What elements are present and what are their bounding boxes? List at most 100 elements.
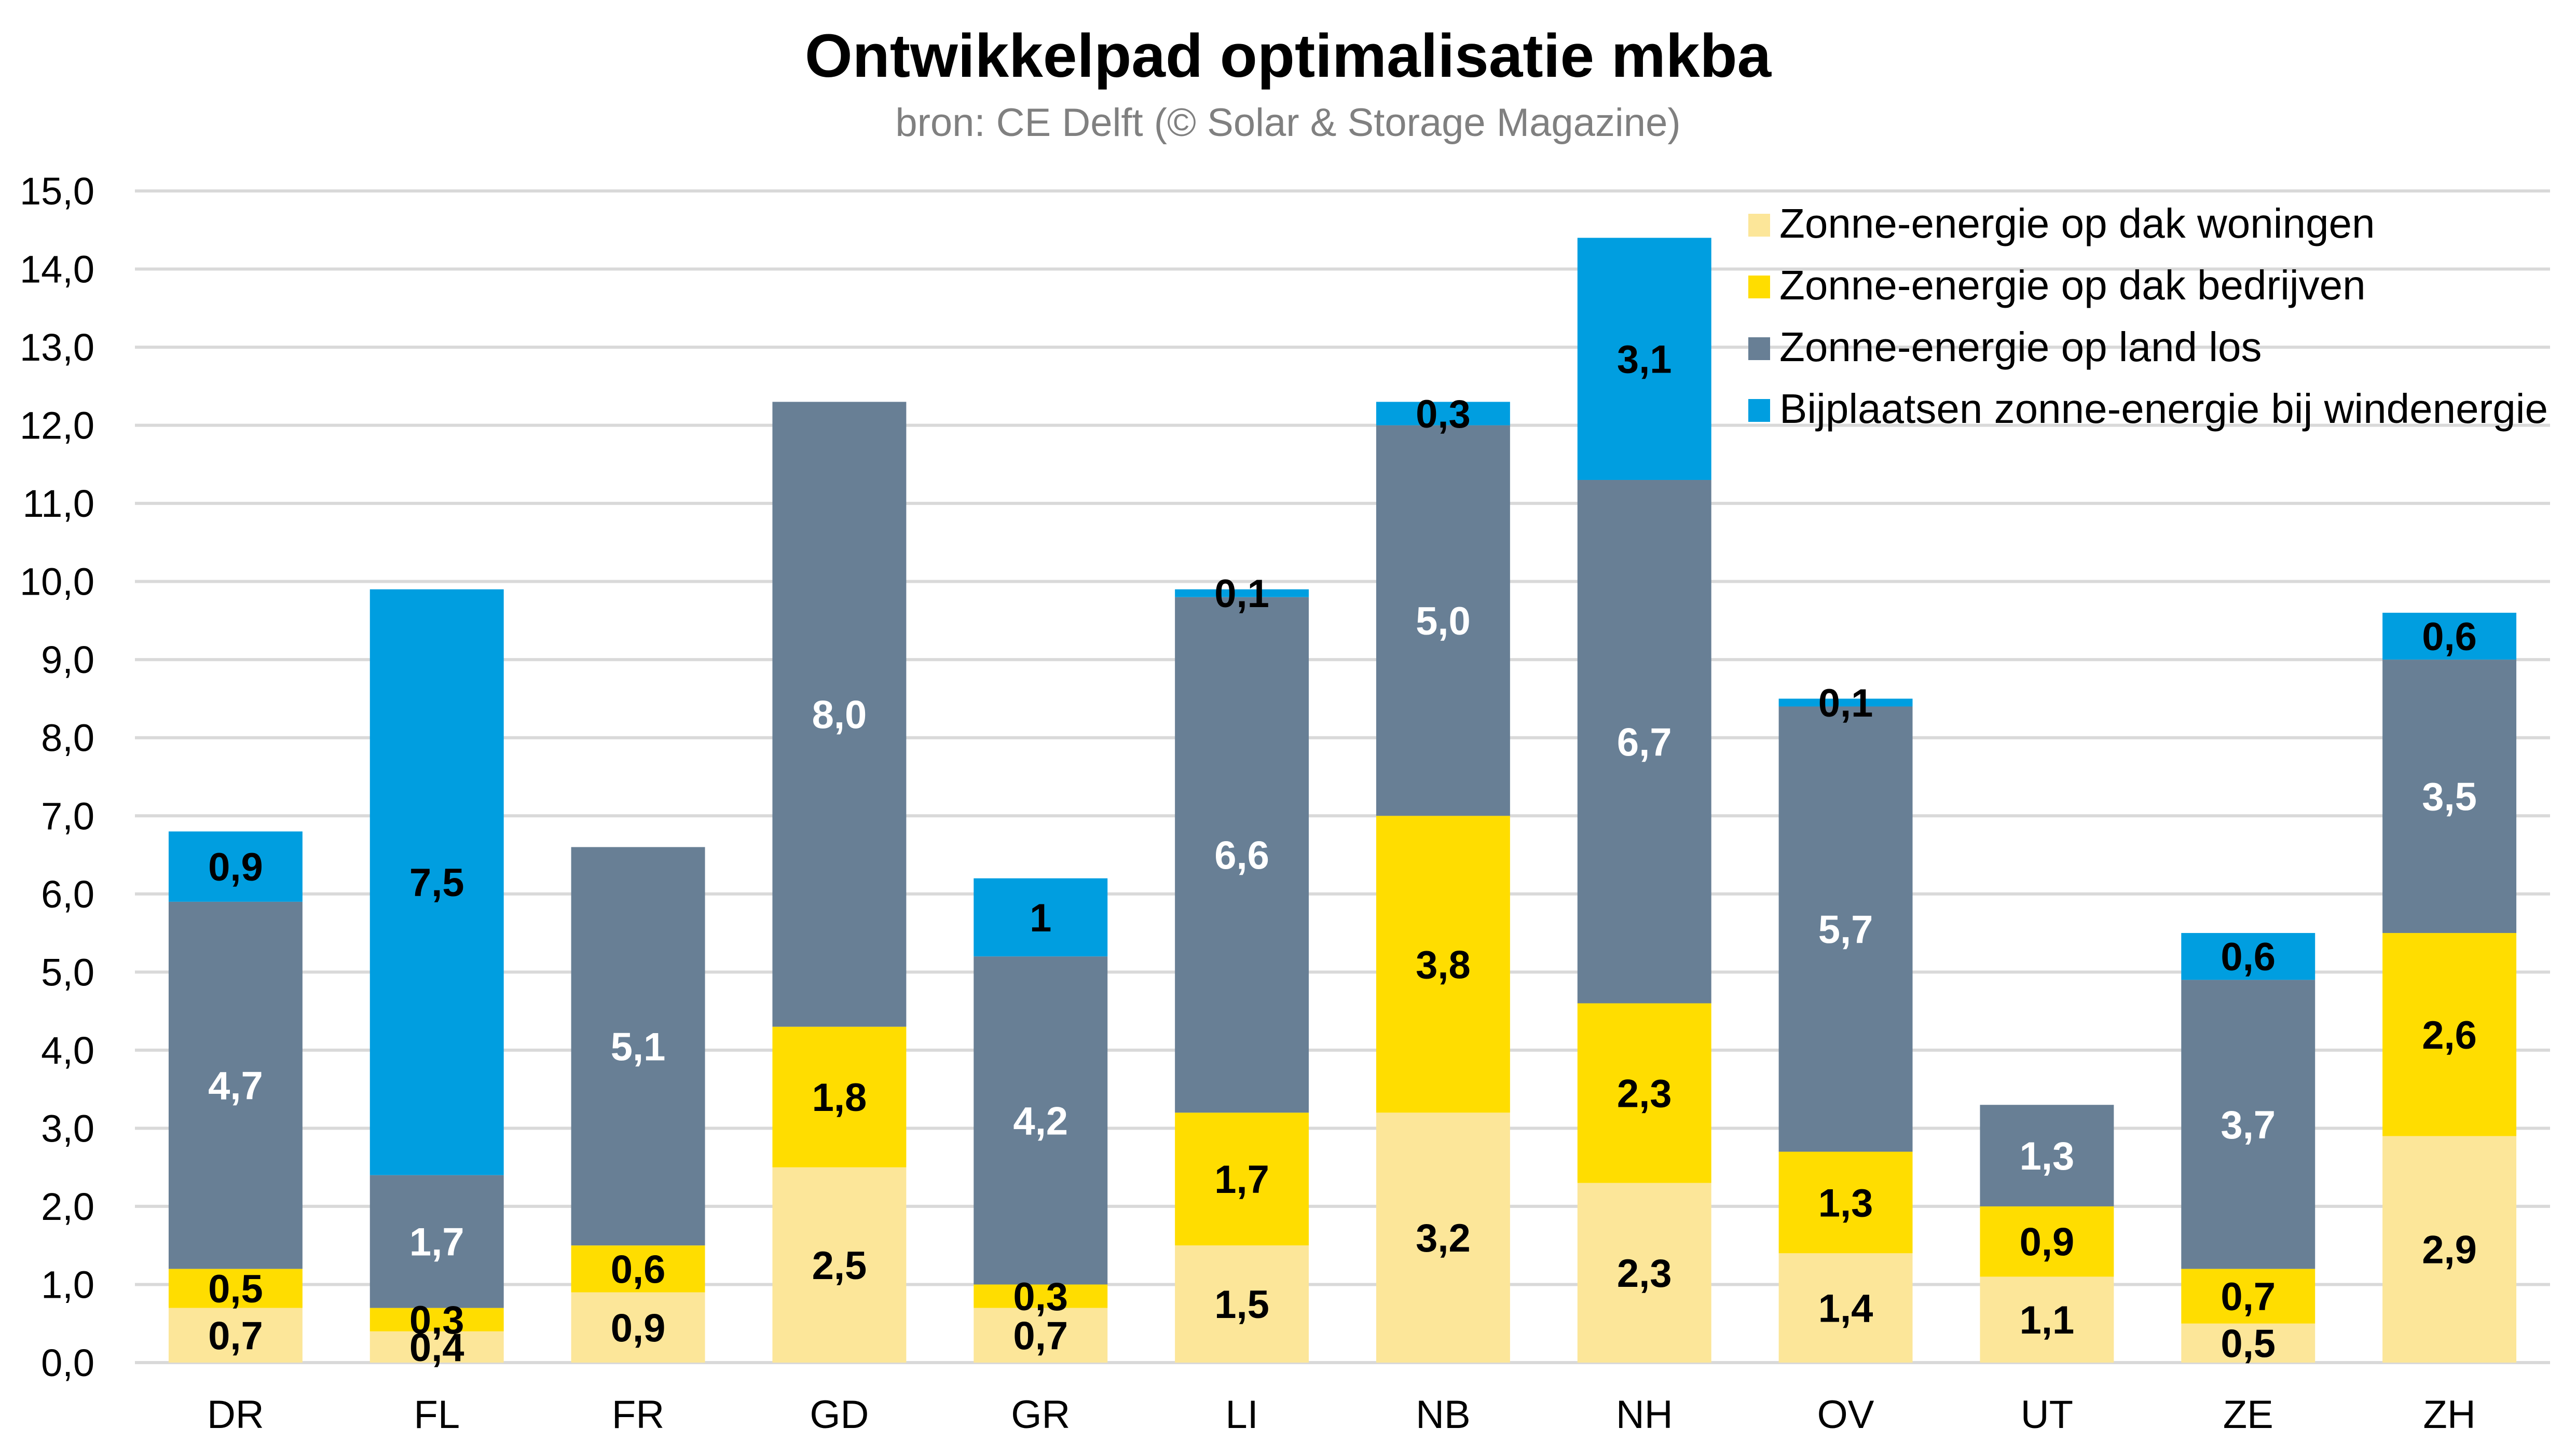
bar-segment xyxy=(369,1331,504,1363)
data-label: 1,7 xyxy=(409,1220,464,1265)
bar-segment xyxy=(571,1245,705,1293)
y-tick-label: 6,0 xyxy=(41,873,94,916)
bar-segment xyxy=(1376,1112,1510,1363)
bar-segment xyxy=(2181,933,2315,980)
data-label: 3,2 xyxy=(1416,1216,1471,1260)
data-label: 6,7 xyxy=(1617,720,1672,764)
bar-segment xyxy=(1376,402,1510,425)
x-tick-label: NH xyxy=(1616,1393,1673,1437)
bar-segment xyxy=(1778,706,1913,1152)
y-tick-label: 1,0 xyxy=(41,1263,94,1306)
data-label: 3,5 xyxy=(2422,775,2477,819)
bar-segment xyxy=(1376,425,1510,816)
y-tick-label: 4,0 xyxy=(41,1029,94,1072)
legend-swatch xyxy=(1748,399,1770,422)
data-label: 4,7 xyxy=(208,1064,263,1108)
data-label: 5,0 xyxy=(1416,599,1471,643)
y-tick-label: 8,0 xyxy=(41,717,94,760)
y-tick-label: 2,0 xyxy=(41,1185,94,1228)
y-tick-label: 0,0 xyxy=(41,1341,94,1384)
bar-segment xyxy=(2181,980,2315,1269)
data-label: 3,7 xyxy=(2221,1103,2276,1147)
bar-segment xyxy=(974,878,1108,957)
data-label: 2,6 xyxy=(2422,1013,2477,1057)
data-label: 0,9 xyxy=(208,845,263,889)
data-label: 0,3 xyxy=(1013,1275,1068,1319)
bar-segment xyxy=(2382,1136,2517,1363)
y-tick-label: 10,0 xyxy=(20,560,94,603)
data-label: 1,7 xyxy=(1214,1158,1269,1202)
bar-segment xyxy=(168,1308,303,1363)
legend-label: Zonne-energie op dak woningen xyxy=(1779,200,2375,246)
data-label: 0,9 xyxy=(2020,1220,2075,1265)
data-label: 3,8 xyxy=(1416,943,1471,987)
bar-segment xyxy=(1175,1112,1309,1246)
chart-title: Ontwikkelpad optimalisatie mkba xyxy=(805,22,1772,90)
data-label: 0,7 xyxy=(1013,1314,1068,1358)
bar-segment xyxy=(1577,1003,1711,1183)
x-tick-label: LI xyxy=(1225,1393,1258,1437)
data-label: 0,7 xyxy=(208,1314,263,1358)
x-tick-label: FL xyxy=(414,1393,460,1437)
x-tick-label: ZE xyxy=(2223,1393,2273,1437)
data-label: 2,3 xyxy=(1617,1252,1672,1296)
bar-segment xyxy=(1175,597,1309,1113)
data-label: 6,6 xyxy=(1214,834,1269,878)
y-tick-label: 7,0 xyxy=(41,794,94,837)
data-label: 0,5 xyxy=(208,1267,263,1311)
data-label: 1,4 xyxy=(1818,1287,1873,1331)
data-label: 1,8 xyxy=(812,1076,867,1120)
legend-label: Zonne-energie op dak bedrijven xyxy=(1779,262,2366,308)
data-label: 0,3 xyxy=(1416,392,1471,436)
data-label: 0,6 xyxy=(611,1247,666,1292)
data-label: 0,4 xyxy=(409,1326,464,1370)
bar-segment xyxy=(1577,479,1711,1004)
data-label: 2,9 xyxy=(2422,1228,2477,1272)
bar-segment xyxy=(974,1308,1108,1363)
y-tick-label: 12,0 xyxy=(20,404,94,447)
y-tick-label: 5,0 xyxy=(41,951,94,994)
bar-segment xyxy=(772,1026,907,1167)
x-tick-label: DR xyxy=(207,1393,264,1437)
chart-subtitle: bron: CE Delft (© Solar & Storage Magazi… xyxy=(895,101,1680,145)
x-tick-label: GD xyxy=(810,1393,869,1437)
data-label: 7,5 xyxy=(409,861,464,905)
x-tick-label: NB xyxy=(1416,1393,1471,1437)
bar-segment xyxy=(1175,589,1309,597)
data-label: 0,1 xyxy=(1214,572,1269,616)
data-label: 1,5 xyxy=(1214,1283,1269,1327)
bar-segment xyxy=(1980,1105,2114,1206)
x-axis: DR FL FR GD GR LI NB NH OV UT ZE ZH xyxy=(207,1393,2476,1437)
bar-segment xyxy=(1980,1276,2114,1363)
y-tick-label: 3,0 xyxy=(41,1107,94,1150)
legend-swatch xyxy=(1748,337,1770,360)
bar-segment xyxy=(1778,1151,1913,1254)
data-label: 1,1 xyxy=(2020,1298,2075,1342)
bar-segment xyxy=(974,1284,1108,1308)
bar-segment xyxy=(2382,933,2517,1136)
legend-swatch xyxy=(1748,214,1770,237)
data-label: 0,6 xyxy=(2422,615,2477,659)
bar-segment xyxy=(369,1175,504,1308)
data-label: 1,3 xyxy=(2020,1134,2075,1178)
gridlines xyxy=(135,189,2550,1364)
y-axis: 0,0 1,0 2,0 3,0 4,0 5,0 6,0 7,0 8,0 9,0 10,0 11,0 12… xyxy=(20,170,94,1384)
bar-segment xyxy=(974,956,1108,1285)
bar-segment xyxy=(2181,1269,2315,1324)
bar-segment xyxy=(772,402,907,1027)
data-label: 2,5 xyxy=(812,1244,867,1288)
data-label: 0,9 xyxy=(611,1306,666,1350)
data-label: 0,5 xyxy=(2221,1322,2276,1366)
y-tick-label: 14,0 xyxy=(20,248,94,291)
data-label: 0,1 xyxy=(1818,681,1873,725)
y-tick-label: 13,0 xyxy=(20,326,94,369)
data-label: 0,7 xyxy=(2221,1275,2276,1319)
x-tick-label: UT xyxy=(2021,1393,2073,1437)
y-tick-label: 9,0 xyxy=(41,638,94,681)
bars xyxy=(168,238,2517,1363)
bar-segment xyxy=(1778,1253,1913,1363)
bar-segment xyxy=(2382,660,2517,933)
data-label: 0,6 xyxy=(2221,935,2276,979)
data-label: 5,7 xyxy=(1818,908,1873,952)
